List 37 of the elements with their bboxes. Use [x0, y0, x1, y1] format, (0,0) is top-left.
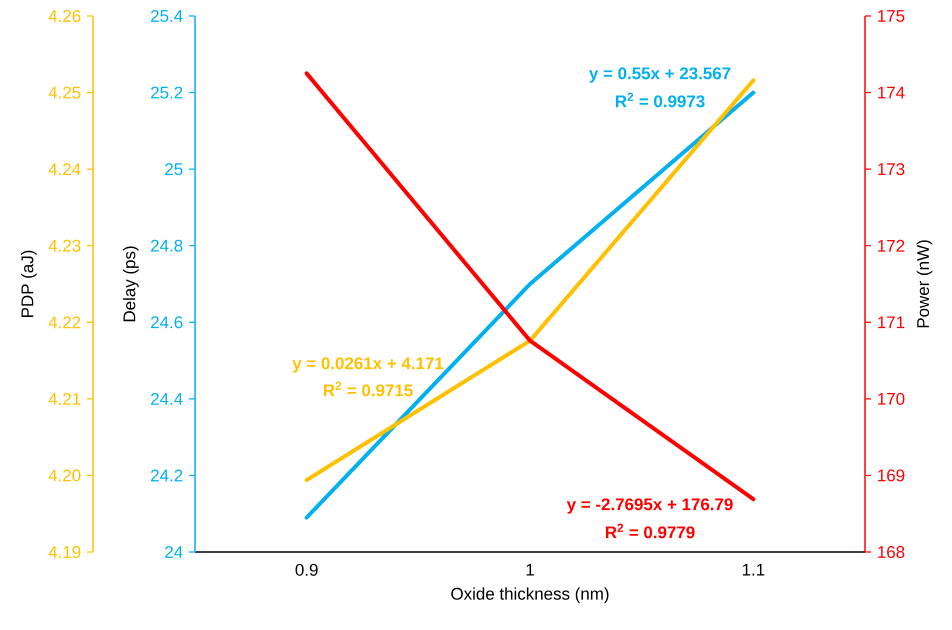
y3-tick-label: 4.21	[48, 392, 80, 405]
x-tick-label: 1.1	[742, 564, 764, 576]
x-tick-label: 0.9	[296, 564, 318, 576]
y3-tick-label: 4.24	[48, 163, 81, 176]
annotation: R$^{2}$ = 0.9973	[616, 92, 705, 108]
y-tick-label: 24	[165, 546, 183, 558]
annotation: y = 0.0261x + 4.171	[292, 357, 444, 373]
y-tick-label: 24.6	[151, 316, 182, 328]
y-tick-label: 24.8	[151, 240, 182, 252]
y2-tick-label: 168	[878, 546, 904, 558]
y3-tick-label: 4.19	[48, 546, 80, 558]
annotation: y = -2.7695x + 176.79	[566, 498, 733, 514]
y3-tick-label: 4.22	[48, 316, 80, 328]
y-tick-label: 24.2	[151, 470, 182, 482]
y2-tick-label: 171	[878, 316, 904, 328]
y-tick-label: 25.4	[151, 10, 183, 22]
y3-axis-title: PDP (aJ)	[20, 250, 37, 317]
y2-axis-title: Power (nW)	[916, 240, 932, 328]
annotation: R$^{2}$ = 0.9779	[606, 524, 695, 538]
y2-tick-label: 173	[878, 163, 904, 176]
y3-tick-label: 4.23	[48, 240, 80, 252]
y2-tick-label: 172	[878, 240, 904, 252]
y3-tick-label: 4.26	[48, 10, 80, 22]
y2-tick-label: 169	[878, 469, 904, 482]
annotation: R$^{2}$ = 0.9715	[324, 382, 413, 396]
y2-tick-label: 170	[878, 392, 904, 405]
y2-tick-label: 174	[878, 86, 905, 98]
annotation: y = 0.55x + 23.567	[589, 67, 730, 83]
x-axis-title: Oxide thickness (nm)	[451, 587, 608, 604]
y3-tick-label: 4.25	[48, 86, 80, 99]
y-tick-label: 25.2	[151, 86, 182, 99]
y2-tick-label: 175	[878, 10, 904, 22]
y-tick-label: 24.4	[151, 392, 183, 405]
x-tick-label: 1	[526, 564, 534, 576]
y3-tick-label: 4.20	[48, 469, 80, 482]
y-tick-label: 25	[165, 163, 182, 176]
y-axis-title: Delay (ps)	[122, 246, 139, 322]
